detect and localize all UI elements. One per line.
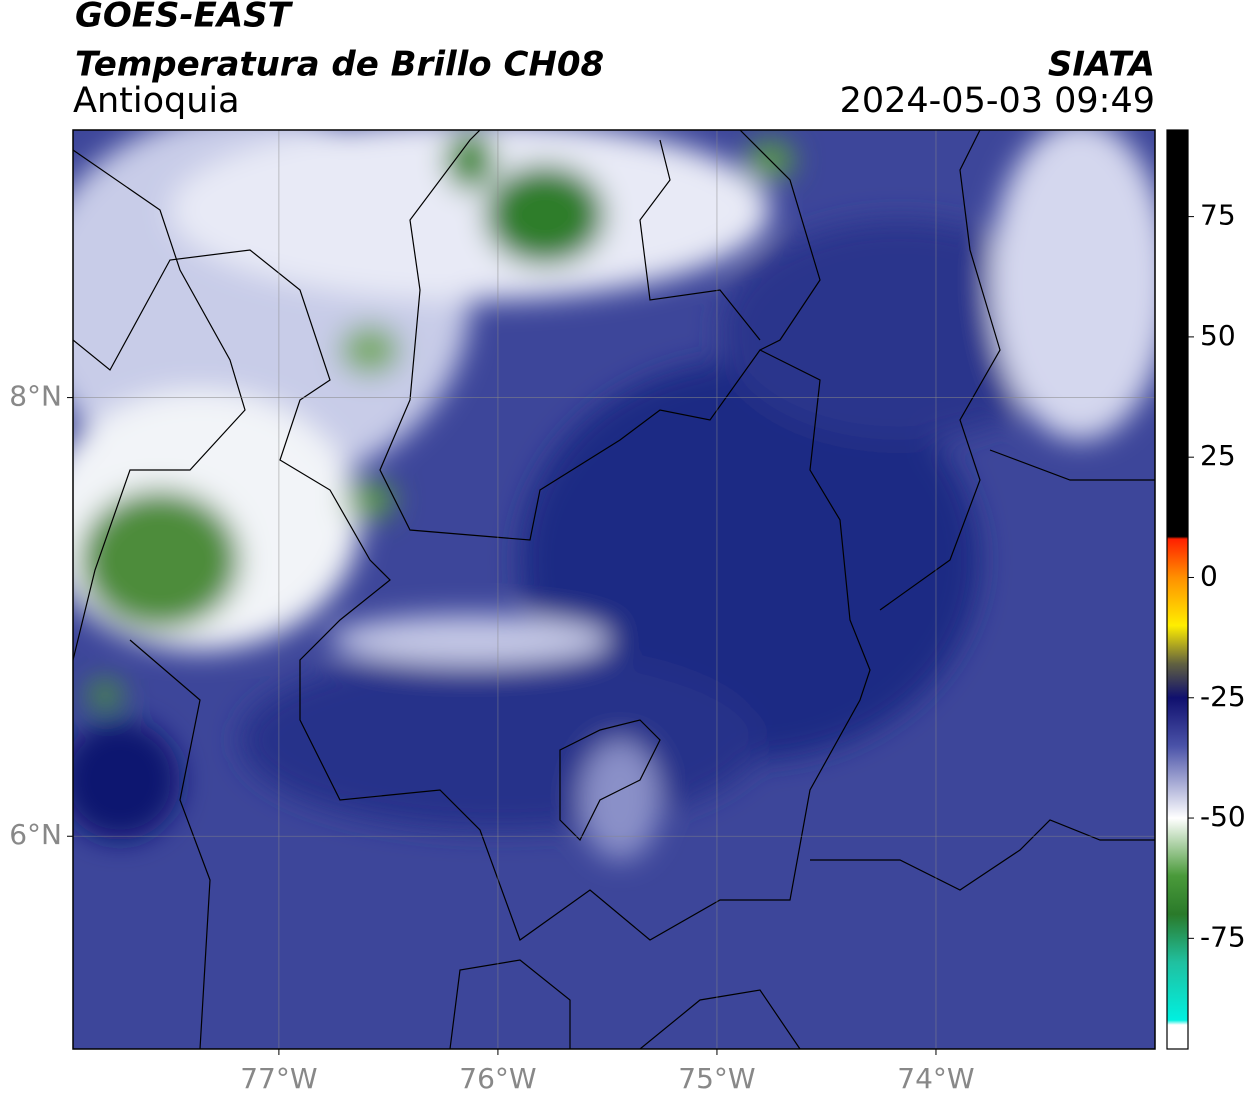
x-tick-label: 77°W — [240, 1062, 317, 1095]
colorbar-tick-label: 75 — [1200, 199, 1236, 232]
source: SIATA — [1048, 45, 1155, 85]
colorbar-tick-label: 0 — [1200, 559, 1218, 592]
borders — [73, 130, 1155, 1049]
map-frame — [72, 129, 1156, 1050]
colorbar — [1166, 129, 1189, 1050]
colorbar-tick-label: -75 — [1200, 920, 1246, 953]
datetime: 2024-05-03 09:49 — [840, 81, 1155, 121]
y-tick-label: 6°N — [9, 818, 62, 851]
x-tick-label: 76°W — [459, 1062, 536, 1095]
colorbar-tick-label: 25 — [1200, 439, 1236, 472]
colorbar-tick-label: -50 — [1200, 800, 1246, 833]
y-tick-label: 8°N — [9, 380, 62, 413]
title: GOES-EAST — [75, 0, 294, 36]
x-tick-label: 75°W — [678, 1062, 755, 1095]
colorbar-tick-label: -25 — [1200, 680, 1246, 713]
region: Antioquia — [73, 81, 240, 121]
colorbar-tick-label: 50 — [1200, 319, 1236, 352]
satellite-image — [73, 130, 1155, 1049]
subtitle: Temperatura de Brillo CH08 — [75, 45, 604, 85]
x-tick-label: 74°W — [897, 1062, 974, 1095]
